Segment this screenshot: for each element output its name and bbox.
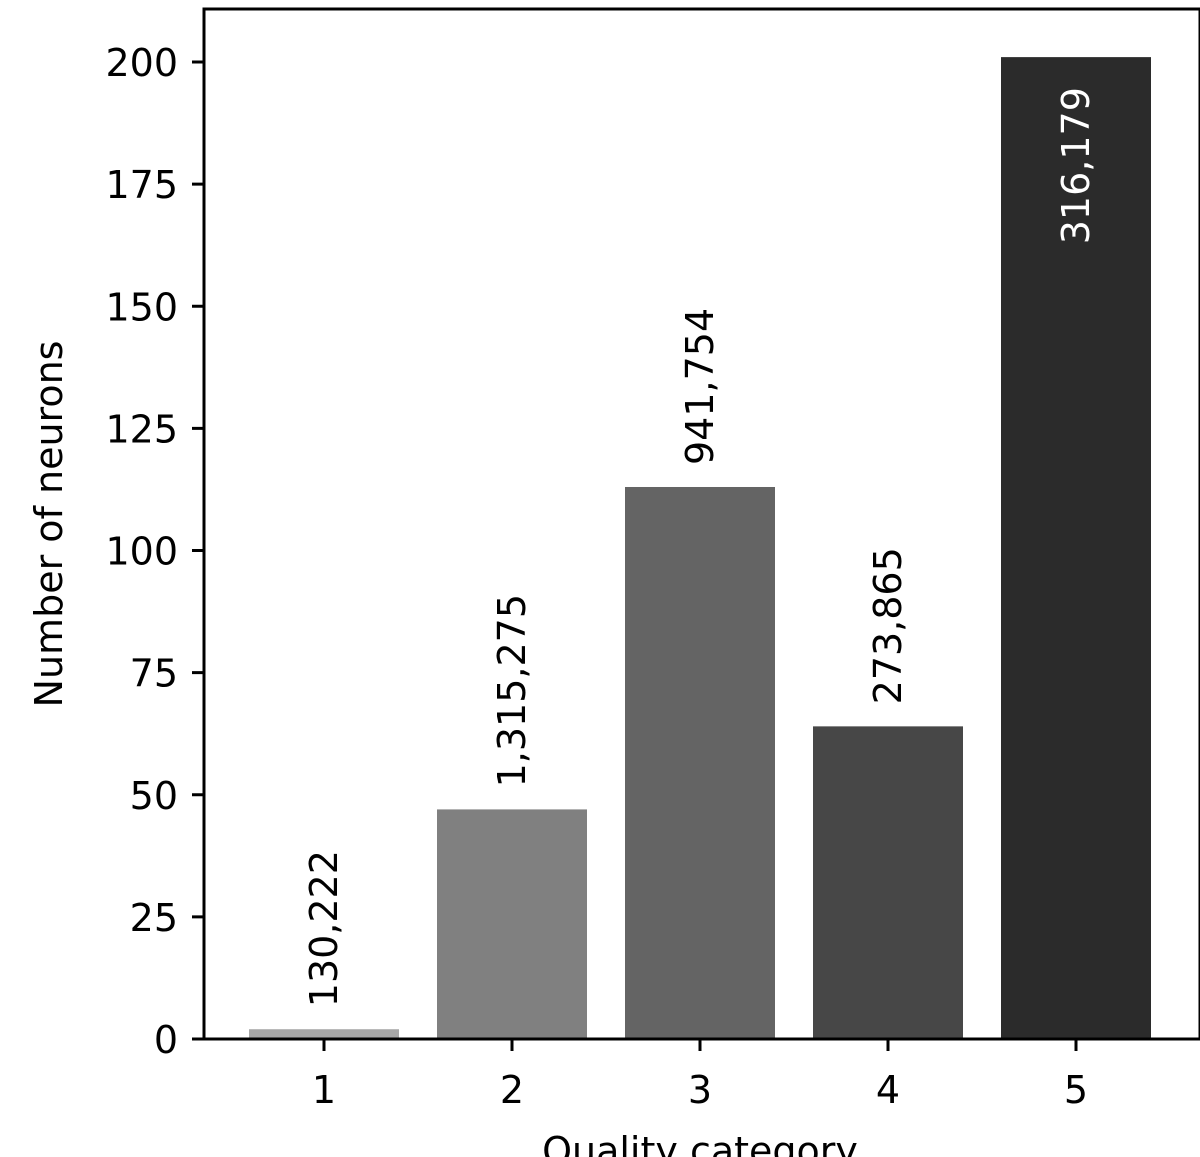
x-tick-label-3: 3: [688, 1068, 712, 1112]
y-tick-label-175: 175: [105, 163, 178, 207]
bar-2: [437, 809, 587, 1039]
bar-value-label-5: 316,179: [1054, 87, 1098, 244]
y-axis: 0 25 50 75 100 125 150 175 200: [105, 41, 204, 1062]
y-tick-label-75: 75: [130, 652, 178, 696]
y-tick-label-200: 200: [105, 41, 178, 85]
bar-value-label-4: 273,865: [866, 547, 910, 704]
y-tick-label-25: 25: [130, 896, 178, 940]
y-tick-label-150: 150: [105, 285, 178, 329]
x-tick-label-5: 5: [1064, 1068, 1088, 1112]
y-tick-label-50: 50: [130, 774, 178, 818]
bar-1: [249, 1029, 399, 1039]
bars-layer: [249, 57, 1151, 1040]
y-tick-label-125: 125: [105, 407, 178, 451]
x-axis-label: Quality category: [542, 1129, 858, 1157]
y-tick-label-0: 0: [154, 1018, 178, 1062]
bar-labels-layer: 130,222 1,315,275 941,754 273,865 316,179: [302, 87, 1098, 1007]
x-axis: 1 2 3 4 5: [312, 1039, 1088, 1112]
y-axis-label: Number of neurons: [27, 341, 71, 708]
x-tick-label-2: 2: [500, 1068, 524, 1112]
bar-value-label-1: 130,222: [302, 850, 346, 1007]
bar-value-label-2: 1,315,275: [490, 594, 534, 787]
x-tick-label-4: 4: [876, 1068, 900, 1112]
plot-frame: [202, 7, 1200, 1041]
bar-4: [813, 726, 963, 1039]
x-tick-label-1: 1: [312, 1068, 336, 1112]
bar-3: [625, 486, 775, 1039]
bar-value-label-3: 941,754: [678, 308, 722, 465]
bar-5: [1001, 57, 1151, 1040]
y-tick-label-100: 100: [105, 530, 178, 574]
